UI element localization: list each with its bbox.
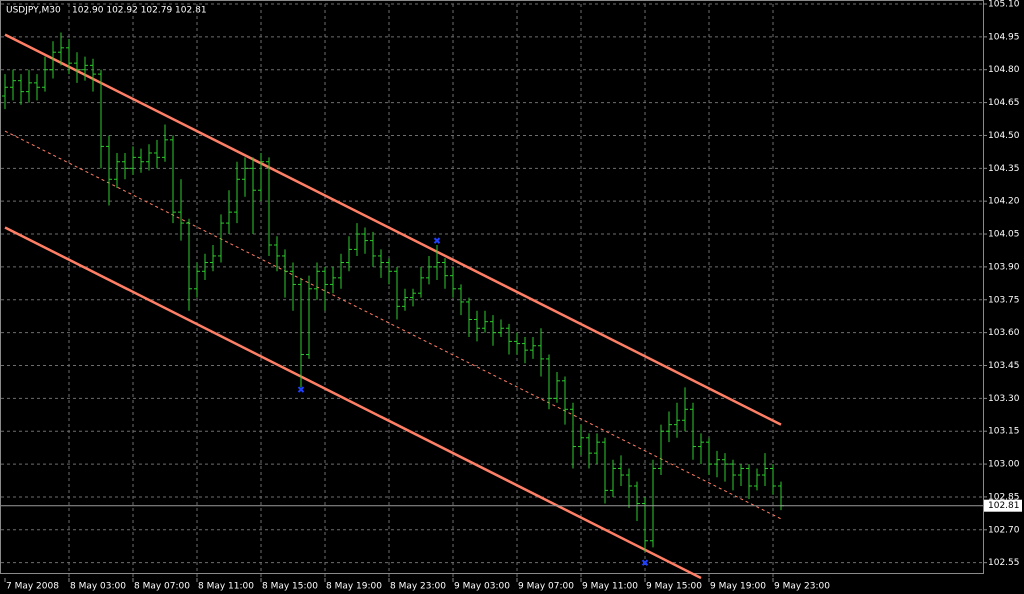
current-price-label: 102.81	[988, 501, 1020, 511]
current-price-box	[984, 499, 1022, 512]
chart-title: USDJPY,M30	[6, 6, 61, 16]
x-tick-label: 9 May 19:00	[710, 582, 766, 592]
x-tick-label: 9 May 15:00	[646, 582, 702, 592]
y-tick-label: 104.80	[988, 65, 1020, 75]
channel-line	[4, 33, 782, 426]
x-tick-label: 8 May 19:00	[326, 582, 382, 592]
y-tick-label: 104.20	[988, 197, 1020, 207]
chart-subtitle: 102.90 102.92 102.79 102.81	[72, 6, 207, 16]
y-tick-label: 103.15	[988, 427, 1020, 437]
x-tick-label: 8 May 03:00	[70, 582, 126, 592]
x-tick-label: 8 May 15:00	[262, 582, 318, 592]
y-tick-label: 103.00	[988, 460, 1020, 470]
marker	[297, 386, 305, 393]
x-tick-label: 7 May 2008	[6, 582, 59, 592]
y-tick-label: 104.50	[988, 131, 1020, 141]
x-tick-label: 8 May 23:00	[390, 582, 446, 592]
plot-frame	[0, 0, 984, 574]
channel-line	[4, 226, 702, 580]
channel-line	[4, 130, 782, 520]
x-tick-label: 9 May 23:00	[774, 582, 830, 592]
y-tick-label: 104.05	[988, 230, 1020, 240]
y-tick-label: 103.75	[988, 295, 1020, 305]
x-tick-label: 8 May 11:00	[198, 582, 254, 592]
y-tick-label: 104.65	[988, 98, 1020, 108]
x-tick-label: 9 May 03:00	[454, 582, 510, 592]
marker	[641, 559, 649, 566]
y-tick-label: 103.30	[988, 394, 1020, 404]
y-tick-label: 105.10	[988, 0, 1020, 10]
marker	[433, 237, 441, 244]
x-tick-label: 9 May 11:00	[582, 582, 638, 592]
y-tick-label: 104.35	[988, 164, 1020, 174]
y-tick-label: 103.45	[988, 361, 1020, 371]
y-tick-label: 102.85	[988, 492, 1020, 502]
y-tick-label: 103.90	[988, 262, 1020, 272]
x-tick-label: 9 May 07:00	[518, 582, 574, 592]
y-tick-label: 102.70	[988, 525, 1020, 535]
y-tick-label: 102.55	[988, 558, 1020, 568]
x-tick-label: 8 May 07:00	[134, 582, 190, 592]
y-tick-label: 103.60	[988, 328, 1020, 338]
y-tick-label: 104.95	[988, 32, 1020, 42]
